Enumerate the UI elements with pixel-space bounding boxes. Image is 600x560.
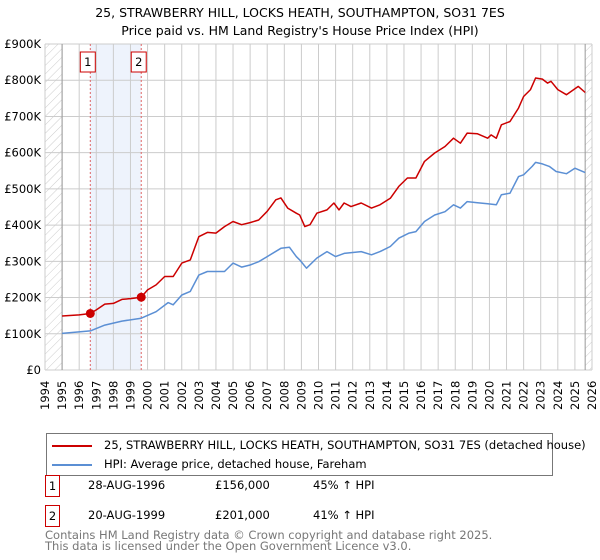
sale-marker-box	[130, 51, 147, 73]
x-tick-label: 2019	[465, 381, 479, 410]
y-tick-label: £400K	[4, 218, 41, 232]
x-tick-label: 2009	[294, 381, 308, 410]
y-tick-label: £0	[26, 363, 41, 377]
sale-hpi-change: 45% ↑ HPI	[313, 478, 375, 492]
chart-subtitle: Price paid vs. HM Land Registry's House …	[121, 23, 478, 38]
sale-hpi-change: 41% ↑ HPI	[313, 508, 375, 522]
x-tick-label: 2025	[568, 381, 582, 410]
footer-copyright: Contains HM Land Registry data © Crown c…	[45, 528, 493, 542]
y-tick-label: £200K	[4, 291, 41, 305]
sale-marker-box	[79, 51, 96, 73]
legend-swatch-hpi	[52, 464, 92, 466]
sale-marker-box: 1	[45, 475, 60, 497]
sale-price: £156,000	[215, 478, 270, 492]
x-tick-label: 1996	[72, 381, 86, 410]
x-tick-label: 2010	[312, 381, 326, 410]
x-tick-label: 2013	[363, 381, 377, 410]
x-tick-label: 1999	[123, 381, 137, 410]
x-tick-label: 2024	[551, 381, 565, 410]
sale-marker-box: 2	[45, 505, 60, 527]
legend-swatch-property	[52, 445, 92, 447]
y-tick-label: £100K	[4, 327, 41, 341]
x-tick-label: 2007	[260, 381, 274, 410]
x-tick-label: 1997	[89, 381, 103, 410]
sale-point	[85, 308, 95, 318]
x-tick-label: 2011	[329, 381, 343, 410]
x-tick-label: 2016	[414, 381, 428, 410]
x-tick-label: 2015	[397, 381, 411, 410]
y-tick-label: £900K	[4, 37, 41, 51]
x-tick-label: 2018	[448, 381, 462, 410]
x-tick-label: 1994	[38, 381, 52, 410]
sale-row-2: 2 20-AUG-1999 £201,000 41% ↑ HPI	[45, 505, 445, 527]
footer-licence: This data is licensed under the Open Gov…	[45, 539, 412, 553]
sale-row-1: 1 28-AUG-1996 £156,000 45% ↑ HPI	[45, 475, 445, 497]
x-tick-label: 2000	[141, 381, 155, 410]
legend-label-property: 25, STRAWBERRY HILL, LOCKS HEATH, SOUTHA…	[104, 438, 586, 452]
x-tick-label: 2003	[192, 381, 206, 410]
x-tick-label: 2022	[517, 381, 531, 410]
y-tick-label: £800K	[4, 73, 41, 87]
sale-date: 20-AUG-1999	[88, 508, 166, 522]
price-chart: 25, STRAWBERRY HILL, LOCKS HEATH, SOUTHA…	[4, 5, 599, 410]
x-tick-label: 2026	[585, 381, 599, 410]
chart-title: 25, STRAWBERRY HILL, LOCKS HEATH, SOUTHA…	[95, 5, 505, 20]
ownership-period-shade	[90, 44, 142, 370]
x-tick-label: 2006	[243, 381, 257, 410]
no-data-region-left	[45, 44, 63, 370]
y-tick-label: £500K	[4, 182, 41, 196]
property-price-line	[62, 77, 586, 317]
x-tick-label: 2014	[380, 381, 394, 410]
hpi-line	[62, 161, 586, 335]
sale-date: 28-AUG-1996	[88, 478, 166, 492]
x-tick-label: 2021	[500, 381, 514, 410]
y-tick-label: £600K	[4, 146, 41, 160]
x-tick-label: 2023	[534, 381, 548, 410]
x-tick-label: 2020	[482, 381, 496, 410]
y-tick-label: £300K	[4, 254, 41, 268]
sale-marker-label: 1	[84, 55, 91, 69]
x-tick-label: 2001	[158, 381, 172, 410]
legend-label-hpi: HPI: Average price, detached house, Fare…	[104, 457, 367, 471]
x-tick-label: 2004	[209, 381, 223, 410]
x-tick-label: 2017	[431, 381, 445, 410]
x-tick-label: 2012	[346, 381, 360, 410]
sale-point	[136, 292, 146, 302]
y-tick-label: £700K	[4, 109, 41, 123]
sale-marker-label: 2	[135, 55, 142, 69]
legend: 25, STRAWBERRY HILL, LOCKS HEATH, SOUTHA…	[46, 433, 586, 476]
x-tick-label: 2002	[175, 381, 189, 410]
x-tick-label: 2005	[226, 381, 240, 410]
x-tick-label: 1995	[55, 381, 69, 410]
x-tick-label: 2008	[277, 381, 291, 410]
x-tick-label: 1998	[106, 381, 120, 410]
sale-price: £201,000	[215, 508, 270, 522]
no-data-region-right	[585, 44, 592, 370]
